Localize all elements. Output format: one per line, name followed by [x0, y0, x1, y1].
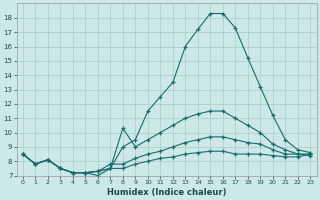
- X-axis label: Humidex (Indice chaleur): Humidex (Indice chaleur): [107, 188, 226, 197]
